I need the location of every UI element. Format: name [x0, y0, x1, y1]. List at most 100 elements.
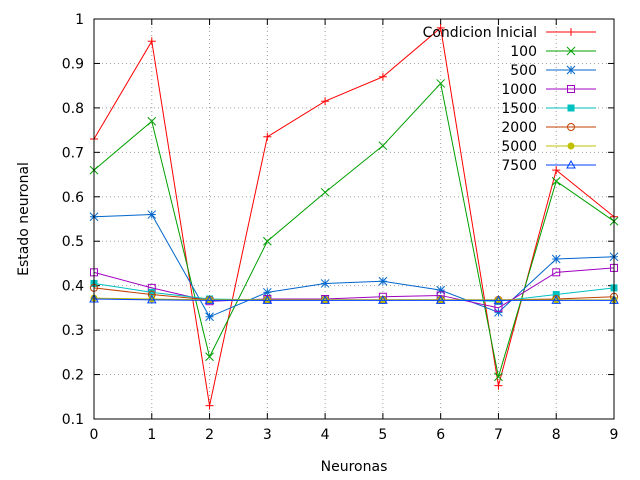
- y-tick-label: 0.8: [62, 101, 84, 117]
- point-stroke: [566, 46, 576, 56]
- data-point: [493, 295, 504, 304]
- point-shape: [567, 85, 575, 93]
- point-shape: [567, 104, 575, 112]
- point-shape: [148, 295, 156, 303]
- data-point: [494, 307, 503, 317]
- point-stroke: [494, 372, 503, 382]
- data-point: [435, 295, 446, 304]
- data-point: [263, 132, 272, 141]
- point-stroke: [566, 65, 576, 75]
- series-line: [93, 298, 614, 301]
- legend: Condicion Inicial 100 500 1000 1500 2000 5000 7…: [423, 25, 596, 174]
- data-point: [204, 295, 215, 304]
- y-tick-label: 0.6: [62, 190, 84, 206]
- point-shape: [148, 288, 156, 296]
- data-point: [147, 210, 157, 219]
- data-point: [378, 276, 388, 286]
- point-stroke: [147, 210, 157, 219]
- data-point: [567, 123, 575, 131]
- grid: [94, 19, 614, 419]
- y-tick-label: 0.3: [62, 323, 84, 339]
- data-point: [566, 159, 576, 169]
- point-stroke: [378, 141, 388, 151]
- legend-item: 2000: [501, 120, 596, 136]
- data-point: [262, 236, 272, 246]
- point-stroke: [205, 352, 214, 362]
- data-point: [567, 85, 575, 93]
- data-point: [567, 104, 575, 112]
- data-point: [262, 295, 273, 304]
- legend-item: 100: [510, 44, 596, 60]
- data-point: [552, 166, 561, 175]
- point-shape: [435, 295, 446, 304]
- point-stroke: [262, 236, 272, 246]
- legend-label: 7500: [501, 158, 537, 174]
- point-shape: [320, 295, 330, 304]
- y-tick-label: 1: [75, 12, 84, 28]
- axis-ticks: [93, 18, 615, 420]
- point-shape: [551, 295, 562, 304]
- data-point: [147, 116, 157, 126]
- x-tick-label: 4: [321, 427, 330, 443]
- y-tick-label: 0.2: [62, 368, 84, 384]
- y-tick-label: 0.7: [62, 145, 84, 161]
- data-point: [436, 285, 446, 295]
- data-point: [147, 37, 156, 46]
- data-point: [148, 295, 156, 303]
- series-1000: [90, 263, 618, 312]
- plot-frame: [93, 18, 615, 420]
- x-axis-label: Neuronas: [321, 459, 388, 475]
- data-point: [146, 294, 157, 304]
- point-stroke: [320, 279, 330, 288]
- x-tick-label: 6: [436, 427, 445, 443]
- y-tick-label: 0.1: [62, 412, 84, 428]
- data-point: [552, 268, 561, 277]
- data-point: [378, 141, 388, 151]
- data-point: [551, 254, 561, 264]
- point-shape: [566, 159, 576, 169]
- data-point: [566, 46, 576, 56]
- data-point: [320, 295, 330, 304]
- point-stroke: [494, 307, 503, 317]
- point-stroke: [378, 276, 388, 286]
- data-point: [552, 291, 560, 299]
- point-shape: [552, 291, 560, 299]
- data-point: [436, 79, 446, 88]
- legend-item: 5000: [501, 139, 596, 155]
- data-point: [551, 295, 562, 304]
- legend-label: 1000: [501, 82, 537, 98]
- point-shape: [146, 294, 157, 304]
- series-100: [89, 79, 619, 382]
- x-tick-label: 2: [205, 427, 214, 443]
- point-stroke: [436, 79, 446, 88]
- data-point: [148, 288, 156, 296]
- point-stroke: [147, 116, 157, 126]
- point-shape: [262, 295, 273, 304]
- x-tick-label: 3: [263, 427, 272, 443]
- series-line: [93, 214, 615, 318]
- series-500: [89, 210, 619, 322]
- series-condicion-inicial: [90, 23, 618, 410]
- data-point: [321, 97, 330, 106]
- data-point: [205, 312, 214, 322]
- legend-label: 5000: [501, 139, 537, 155]
- x-tick-labels: 0 1 2 3 4 5 6 7 8 9: [90, 427, 619, 443]
- legend-label: Condicion Inicial: [423, 25, 537, 41]
- point-stroke: [551, 254, 561, 264]
- y-tick-label: 0.5: [62, 234, 84, 250]
- point-stroke: [320, 187, 330, 197]
- x-tick-label: 7: [494, 427, 503, 443]
- point-shape: [378, 295, 388, 304]
- data-point: [205, 401, 214, 410]
- y-axis-label: Estado neuronal: [16, 162, 32, 276]
- point-shape: [493, 295, 504, 304]
- data-point: [378, 72, 387, 81]
- data-point: [320, 187, 330, 197]
- y-tick-labels: 0.1 0.2 0.3 0.4 0.5 0.6 0.7 0.8 0.9 1: [62, 12, 84, 428]
- point-shape: [204, 295, 215, 304]
- point-stroke: [551, 176, 561, 186]
- legend-label: 2000: [501, 120, 537, 136]
- series-line: [93, 267, 615, 309]
- y-tick-label: 0.9: [62, 56, 84, 72]
